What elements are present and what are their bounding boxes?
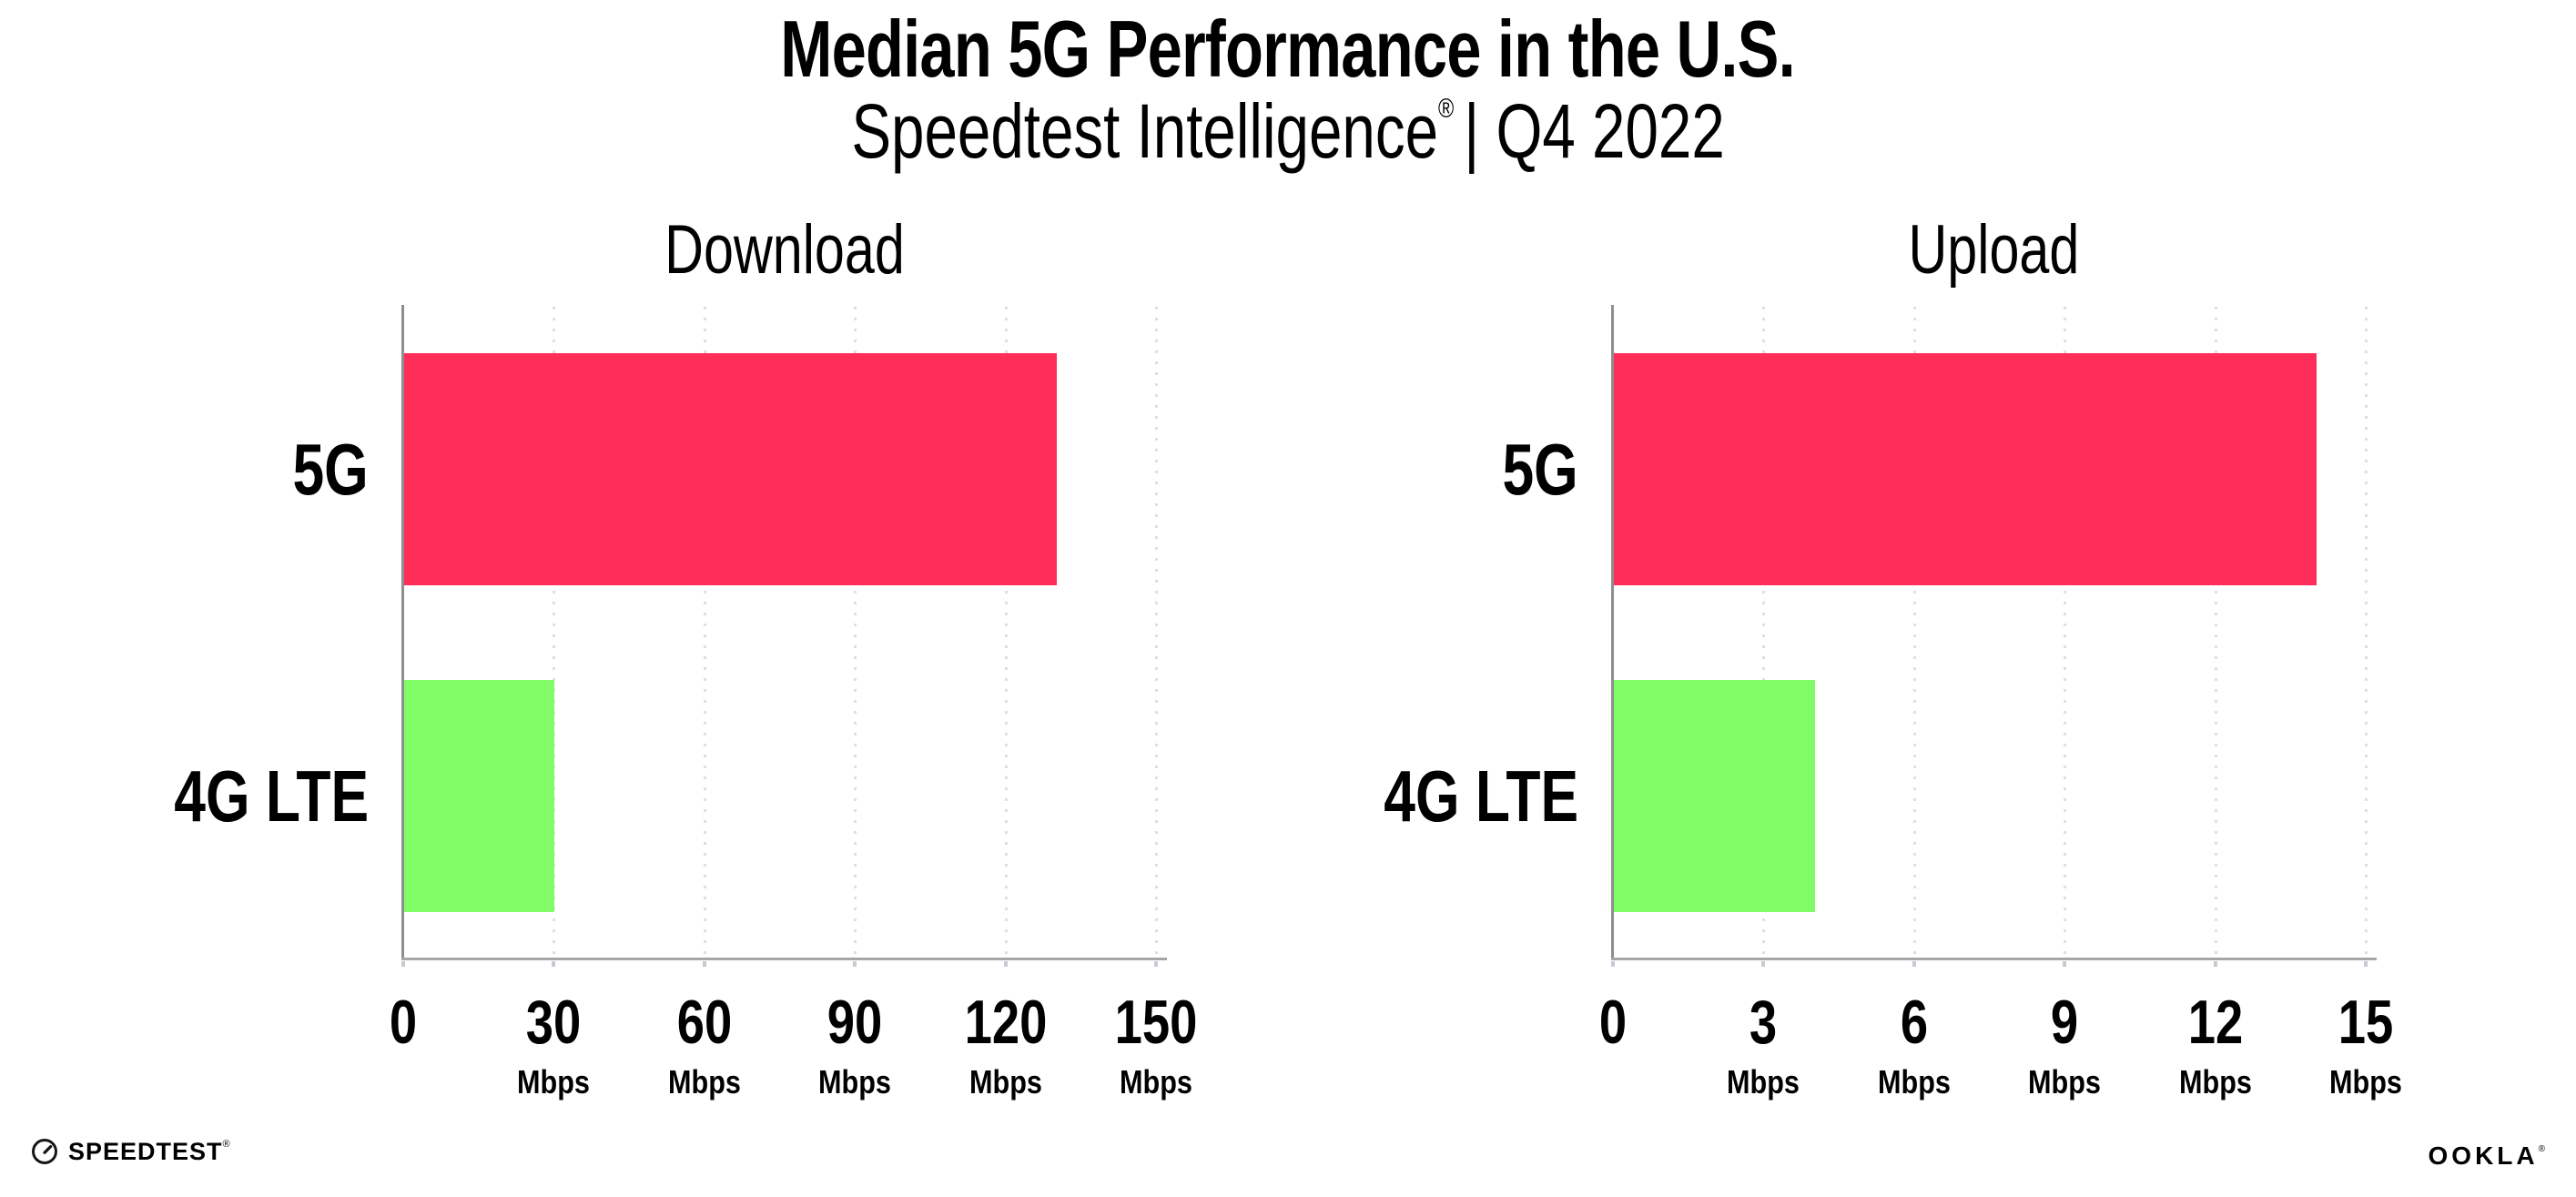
category-label-4g-lte-upload: 4G LTE: [1384, 756, 1578, 837]
x-tick-label: 12: [2187, 988, 2243, 1057]
x-axis-line-upload: [1611, 958, 2377, 960]
x-tick-label: 6: [1900, 988, 1928, 1057]
x-tick-label: 0: [389, 988, 418, 1057]
registered-mark: ®: [1437, 94, 1455, 124]
x-tick-12-upload: 12 Mbps: [2173, 991, 2258, 1099]
y-axis-line-download: [401, 305, 404, 960]
subtitle-brand: Speedtest Intelligence: [851, 88, 1438, 174]
gridline-15-upload: [2365, 307, 2368, 959]
axis-tick-mark: [1611, 961, 1615, 967]
chart-title-text: Upload: [1908, 211, 2080, 289]
page-subtitle: Speedtest Intelligence® | Q4 2022: [0, 87, 2576, 176]
axis-tick-mark: [2364, 961, 2368, 967]
x-tick-label: 60: [676, 988, 733, 1057]
chart-title-text: Download: [664, 211, 905, 289]
gridline-120-download: [1004, 307, 1008, 959]
x-tick-label: 150: [1114, 988, 1198, 1057]
axis-tick-mark: [1003, 961, 1008, 967]
page-title: Median 5G Performance in the U.S.: [0, 5, 2576, 94]
x-tick-0-download: 0: [386, 991, 421, 1053]
gridline-90-download: [854, 307, 857, 959]
axis-tick-mark: [1154, 961, 1158, 967]
x-tick-label: 15: [2338, 988, 2394, 1057]
x-tick-3-upload: 3 Mbps: [1720, 991, 1806, 1099]
gridline-60-download: [703, 307, 706, 959]
axis-tick-mark: [552, 961, 556, 967]
ookla-wordmark: OOKLA: [2428, 1141, 2539, 1170]
axis-tick-mark: [853, 961, 857, 967]
axis-tick-mark: [1912, 961, 1916, 967]
x-tick-150-download: 150 Mbps: [1104, 991, 1207, 1099]
upload-chart: Upload 5G 4G LTE 0 3 Mbps 6 Mbps 9 Mbps 12 Mbps 15 Mb…: [1384, 216, 2402, 1099]
gridline-9-upload: [2064, 307, 2067, 959]
x-tick-30-download: 30 Mbps: [511, 991, 596, 1099]
bar-4g-lte-download: [404, 680, 554, 912]
x-tick-unit-label: Mbps: [969, 1063, 1042, 1101]
page-title-text: Median 5G Performance in the U.S.: [780, 4, 1797, 94]
x-tick-label: 30: [526, 988, 582, 1057]
x-tick-90-download: 90 Mbps: [812, 991, 898, 1099]
axis-tick-mark: [2063, 961, 2067, 967]
x-tick-unit-label: Mbps: [517, 1063, 591, 1101]
x-tick-unit-label: Mbps: [667, 1063, 741, 1101]
x-tick-unit-label: Mbps: [1120, 1063, 1192, 1101]
gridline-3-upload: [1762, 307, 1766, 959]
x-tick-label: 3: [1749, 988, 1778, 1057]
gridline-30-download: [553, 307, 556, 959]
gridline-6-upload: [1912, 307, 1916, 959]
x-tick-label: 90: [827, 988, 883, 1057]
x-tick-15-upload: 15 Mbps: [2323, 991, 2409, 1099]
x-tick-label: 9: [2051, 988, 2079, 1057]
category-label-5g-download: 5G: [292, 429, 369, 510]
category-label-5g-upload: 5G: [1502, 429, 1578, 510]
chart-title-download: Download: [403, 216, 1165, 285]
x-tick-0-upload: 0: [1596, 991, 1630, 1053]
y-axis-line-upload: [1611, 305, 1614, 960]
x-tick-6-upload: 6 Mbps: [1871, 991, 1957, 1099]
x-axis-line-download: [401, 958, 1167, 960]
x-tick-unit-label: Mbps: [1877, 1063, 1951, 1101]
gridline-12-upload: [2214, 307, 2217, 959]
x-tick-9-upload: 9 Mbps: [2022, 991, 2107, 1099]
x-tick-unit-label: Mbps: [818, 1063, 892, 1101]
speedtest-logo: SPEEDTEST®: [31, 1138, 231, 1165]
subtitle-period: | Q4 2022: [1464, 88, 1725, 174]
bar-5g-upload: [1614, 353, 2317, 585]
bar-4g-lte-upload: [1614, 680, 1815, 912]
axis-tick-mark: [702, 961, 706, 967]
ookla-logo: OOKLA®: [2429, 1143, 2545, 1169]
x-tick-label: 0: [1598, 988, 1628, 1057]
gridline-150-download: [1155, 307, 1158, 959]
speedtest-gauge-icon: [31, 1138, 58, 1165]
x-tick-unit-label: Mbps: [2178, 1063, 2252, 1101]
bar-5g-download: [404, 353, 1057, 585]
x-tick-60-download: 60 Mbps: [662, 991, 747, 1099]
x-tick-120-download: 120 Mbps: [954, 991, 1057, 1099]
axis-tick-mark: [1761, 961, 1766, 967]
x-tick-unit-label: Mbps: [1727, 1063, 1800, 1101]
ookla-registered-mark: ®: [2538, 1144, 2545, 1154]
category-label-4g-lte-download: 4G LTE: [174, 756, 369, 837]
speedtest-wordmark: SPEEDTEST®: [68, 1137, 231, 1165]
x-tick-unit-label: Mbps: [2028, 1063, 2102, 1101]
axis-tick-mark: [2213, 961, 2217, 967]
x-tick-label: 120: [964, 988, 1047, 1057]
speedtest-registered-mark: ®: [222, 1138, 231, 1150]
axis-tick-mark: [401, 961, 405, 967]
x-tick-unit-label: Mbps: [2329, 1063, 2402, 1101]
download-chart: Download 5G 4G LTE 0 30 Mbps 60 Mbps 90 Mbps 120 Mb…: [174, 216, 1197, 1099]
chart-title-upload: Upload: [1613, 216, 2375, 285]
